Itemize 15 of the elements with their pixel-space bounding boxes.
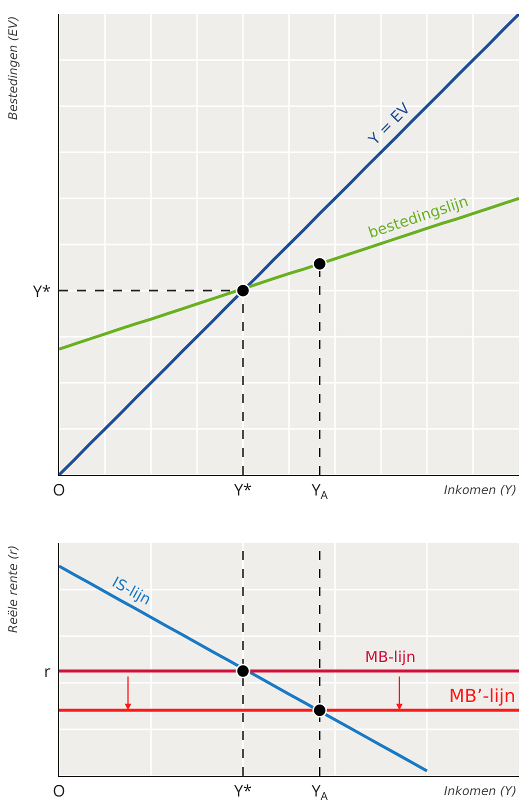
series-label: MB-lijn (365, 648, 416, 666)
y-axis-title: Reële rente (r) (6, 545, 20, 633)
x-axis-title: Inkomen (Y) (444, 483, 517, 497)
text: Y = EV (364, 98, 414, 150)
x-tick-label: O (52, 478, 66, 500)
series-label: MB’-lijn (449, 686, 516, 707)
x-tick-label: Y$_{A}$ (312, 779, 329, 804)
text: Y* (33, 280, 51, 302)
x-tick-label: O (52, 779, 66, 802)
x-axis-title: Inkomen (Y) (444, 784, 517, 798)
text: r (44, 660, 51, 682)
x-tick-label: Y$_{A}$ (312, 478, 329, 503)
y-axis-title: Bestedingen (EV) (6, 16, 20, 120)
x-tick-label: Y* (234, 478, 252, 500)
x-tick-label: Y* (234, 779, 252, 802)
